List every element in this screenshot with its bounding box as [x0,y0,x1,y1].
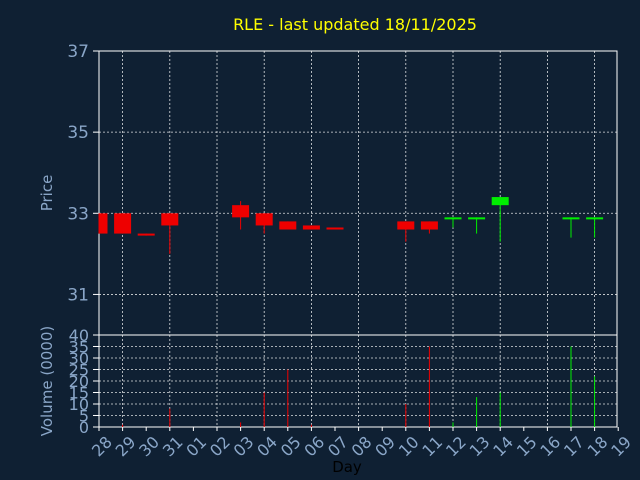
candle-body [491,197,509,206]
candle-body [586,217,604,220]
volume-tick-label: 0 [79,418,89,437]
volume-tick-label: 30 [69,349,89,368]
candle-body [232,205,250,218]
candle-body [161,213,179,226]
price-y-ticks: 37 35 33 31 [67,42,99,305]
candle-body [468,217,486,220]
volume-tick-label: 20 [69,372,89,391]
price-tick-label: 31 [67,285,89,305]
price-axis-label: Price [38,175,56,212]
volume-tick-label: 15 [69,384,89,403]
volume-tick-label: 10 [69,395,89,414]
price-tick-label: 35 [67,123,89,143]
volume-axis-label: Volume (0000) [38,326,56,436]
volume-tick-label: 40 [69,326,89,345]
candle-body [397,221,415,230]
candle-body [279,221,297,230]
candle-body [302,225,320,230]
volume-bars [122,346,596,427]
volume-grid [99,335,617,427]
volume-tick-label: 5 [79,407,89,426]
price-panel-frame [98,50,618,336]
price-tick-label: 33 [67,204,89,224]
candle-body [444,217,462,220]
candle-body [562,217,580,220]
price-panel: 37 35 33 31 Price [38,42,618,336]
price-tick-label: 37 [67,42,89,62]
candle-body [137,233,155,236]
candle-body [326,227,344,230]
x-tick-label: 19 [607,432,635,460]
price-grid [99,51,617,335]
candle-body [420,221,438,230]
x-axis-label: Day [332,458,362,476]
volume-tick-label: 35 [69,338,89,357]
candles [98,197,604,254]
candle-body [114,213,132,234]
x-ticks: 2829303101020304050607080910111213141516… [88,427,635,460]
chart-title: RLE - last updated 18/11/2025 [233,15,477,34]
candle-body [99,213,108,234]
candle-body [255,213,273,226]
volume-tick-label: 25 [69,361,89,380]
